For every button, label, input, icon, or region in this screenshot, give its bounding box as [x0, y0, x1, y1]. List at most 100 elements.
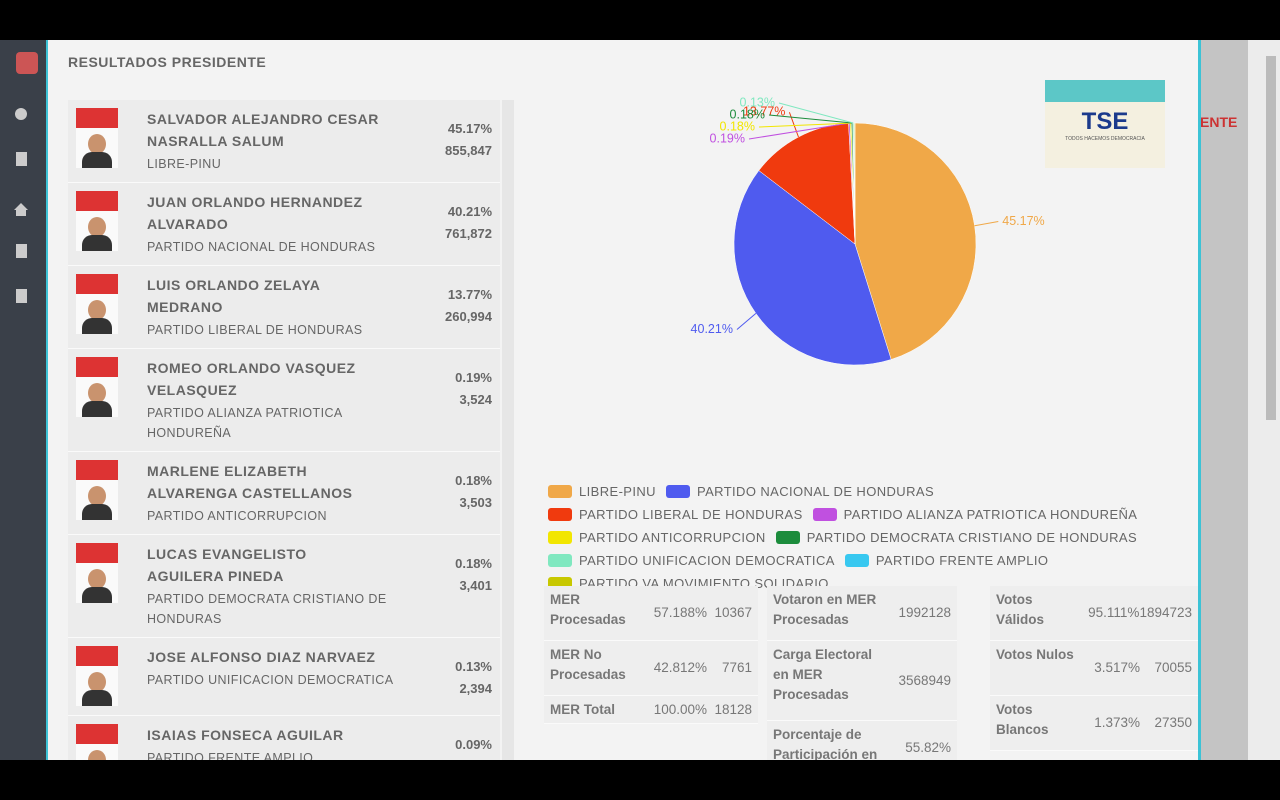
- candidate-info: JUAN ORLANDO HERNANDEZ ALVARADO PARTIDO N…: [147, 191, 412, 257]
- candidate-info: LUCAS EVANGELISTO AGUILERA PINEDA PARTIDO…: [147, 543, 412, 629]
- photo-part: [88, 217, 106, 237]
- file-icon[interactable]: [16, 289, 27, 303]
- file-icon[interactable]: [16, 244, 27, 258]
- photo-part: [82, 152, 112, 168]
- stats-label: Votaron en MER Procesadas: [773, 592, 877, 627]
- stats-label: Carga Electoral en MER Procesadas: [773, 647, 873, 702]
- legend-item[interactable]: PARTIDO ANTICORRUPCION: [548, 530, 766, 545]
- candidate-percent: 0.19%: [455, 370, 492, 385]
- candidate-results: 0.18% 3,503: [412, 460, 492, 526]
- candidate-info: ISAIAS FONSECA AGUILAR PARTIDO FRENTE AMP…: [147, 724, 412, 760]
- photo-part: [76, 357, 118, 377]
- candidate-photo: [76, 543, 118, 603]
- stats-count: 70055: [1154, 660, 1192, 675]
- stats-count: 55.82%: [905, 740, 951, 755]
- stats-row: Porcentaje de Participación en 55.82%: [767, 721, 957, 760]
- candidate-photo: [76, 646, 118, 706]
- candidate-name: LUIS ORLANDO ZELAYA MEDRANO: [147, 277, 320, 315]
- stats-count: 3568949: [898, 672, 951, 688]
- legend-label: PARTIDO NACIONAL DE HONDURAS: [696, 484, 935, 499]
- candidate-name: ROMEO ORLANDO VASQUEZ VELASQUEZ: [147, 360, 356, 398]
- legend-item[interactable]: LIBRE-PINU: [548, 484, 656, 499]
- candidate-percent: 40.21%: [447, 204, 492, 219]
- sidebar-icons: [14, 52, 38, 303]
- slice-label: 0.13%: [740, 95, 775, 109]
- home-icon[interactable]: [14, 203, 28, 216]
- candidate-name: ISAIAS FONSECA AGUILAR: [147, 727, 344, 743]
- candidate-results: 0.18% 3,401: [412, 543, 492, 629]
- photo-part: [76, 543, 118, 563]
- photo-part: [82, 504, 112, 520]
- photo-part: [76, 724, 118, 744]
- candidate-votes: 260,994: [445, 309, 492, 324]
- photo-part: [76, 460, 118, 480]
- stats-count: 7761: [721, 660, 752, 675]
- stats-table: MER Procesadas 57.188% 10367 MER No Procesa…: [544, 586, 758, 760]
- stats-label: MER Procesadas: [550, 592, 626, 627]
- legend-item[interactable]: PARTIDO NACIONAL DE HONDURAS: [665, 484, 935, 499]
- photo-part: [88, 750, 106, 760]
- legend-item[interactable]: PARTIDO FRENTE AMPLIO: [844, 553, 1049, 568]
- legend-swatch: [548, 508, 572, 521]
- building-icon[interactable]: [16, 152, 27, 166]
- photo-part: [88, 300, 106, 320]
- stats-count: 10367: [714, 605, 752, 620]
- candidate-name: JOSE ALFONSO DIAZ NARVAEZ: [147, 649, 376, 665]
- page-scrollbar: [1248, 40, 1280, 760]
- globe-icon[interactable]: [15, 108, 27, 120]
- candidate-percent: 13.77%: [447, 287, 492, 302]
- background-text: ENTE: [1200, 114, 1238, 130]
- stats-label: Votos Nulos: [996, 647, 1074, 662]
- legend-item[interactable]: PARTIDO LIBERAL DE HONDURAS: [548, 507, 803, 522]
- stats-row: Votaron en MER Procesadas 1992128: [767, 586, 957, 641]
- stats-label: Votos Válidos: [996, 592, 1045, 627]
- candidate-photo: [76, 191, 118, 251]
- photo-part: [88, 569, 106, 589]
- candidate-info: JOSE ALFONSO DIAZ NARVAEZ PARTIDO UNIFICA…: [147, 646, 412, 707]
- candidate-party: LIBRE-PINU: [147, 157, 222, 171]
- candidate-party: PARTIDO DEMOCRATA CRISTIANO DE HONDURAS: [147, 592, 387, 626]
- stats-count: 1894723: [1139, 605, 1192, 620]
- candidate-votes: 761,872: [445, 226, 492, 241]
- slice-label: 13.77%: [743, 105, 785, 119]
- legend-label: PARTIDO DEMOCRATA CRISTIANO DE HONDURAS: [806, 530, 1138, 545]
- slice-label: 45.17%: [1002, 214, 1044, 228]
- scroll-thumb[interactable]: [1266, 56, 1276, 420]
- candidate-name: MARLENE ELIZABETH ALVARENGA CASTELLANOS: [147, 463, 353, 501]
- stats-row: MER Procesadas 57.188% 10367: [544, 586, 758, 641]
- photo-part: [82, 587, 112, 603]
- photo-part: [76, 108, 118, 128]
- candidate-votes: 3,503: [459, 495, 492, 510]
- stats-percent: 1.373%: [1094, 715, 1140, 730]
- background-page: ENTE: [1198, 40, 1248, 760]
- legend-item[interactable]: PARTIDO DEMOCRATA CRISTIANO DE HONDURAS: [775, 530, 1138, 545]
- candidate-row: JUAN ORLANDO HERNANDEZ ALVARADO PARTIDO N…: [68, 183, 500, 266]
- stats-label: MER No Procesadas: [550, 647, 626, 682]
- candidate-party: PARTIDO UNIFICACION DEMOCRATICA: [147, 673, 394, 687]
- tse-logo: TSE TODOS HACEMOS DEMOCRACIA: [1045, 80, 1165, 168]
- candidate-info: LUIS ORLANDO ZELAYA MEDRANO PARTIDO LIBER…: [147, 274, 412, 340]
- results-panel: RESULTADOS PRESIDENTE SALVADOR ALEJANDRO…: [46, 40, 1201, 760]
- legend-swatch: [812, 508, 837, 521]
- stats-row: Votos Blancos 1.373% 27350: [990, 696, 1198, 751]
- leader-line: [788, 112, 799, 138]
- leader-line: [778, 102, 854, 124]
- legend-swatch: [548, 531, 572, 544]
- candidate-results: 0.19% 3,524: [412, 357, 492, 443]
- photo-part: [82, 235, 112, 251]
- list-scrollbar: [502, 100, 514, 760]
- candidate-party: PARTIDO ALIANZA PATRIOTICA HONDUREÑA: [147, 406, 342, 440]
- legend-label: PARTIDO ANTICORRUPCION: [579, 530, 766, 545]
- leader-line: [974, 220, 999, 227]
- logo-text: TSE: [1081, 108, 1129, 135]
- candidate-percent: 0.18%: [455, 556, 492, 571]
- stats-table: Votaron en MER Procesadas 1992128 Carga El…: [767, 586, 957, 760]
- legend-item[interactable]: PARTIDO ALIANZA PATRIOTICA HONDUREÑA: [812, 507, 1138, 522]
- app-logo[interactable]: [16, 52, 38, 74]
- legend-item[interactable]: PARTIDO UNIFICACION DEMOCRATICA: [548, 553, 835, 568]
- legend-swatch: [548, 485, 572, 498]
- legend-label: PARTIDO UNIFICACION DEMOCRATICA: [579, 553, 835, 568]
- pie-chart: 45.17%40.21%13.77%0.19%0.18%0.18%0.13%: [691, 95, 1045, 366]
- sidebar: [0, 40, 46, 760]
